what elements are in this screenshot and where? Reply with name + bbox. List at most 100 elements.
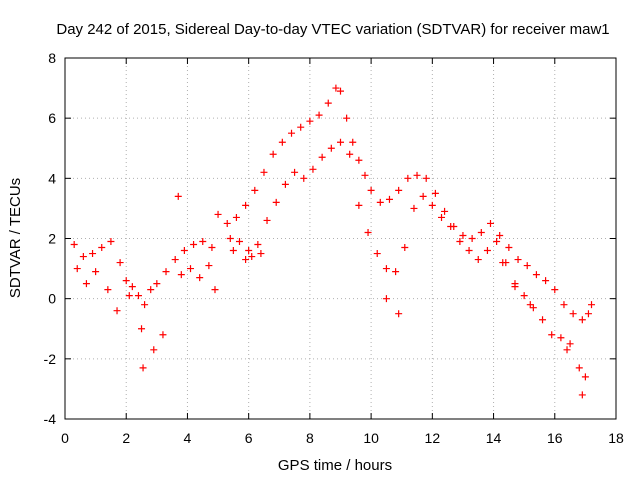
data-point (104, 286, 112, 294)
data-point (361, 171, 369, 179)
data-point (281, 180, 289, 188)
data-point (92, 268, 100, 276)
data-point (428, 201, 436, 209)
data-point (257, 250, 265, 258)
data-point (327, 144, 335, 152)
data-point (134, 292, 142, 300)
data-point (459, 231, 467, 239)
x-tick-label: 0 (61, 430, 69, 446)
data-point (332, 84, 340, 92)
data-point (392, 268, 400, 276)
data-point (496, 231, 504, 239)
data-point (373, 250, 381, 258)
y-tick-label: 4 (48, 170, 56, 186)
data-point (278, 138, 286, 146)
data-point (355, 201, 363, 209)
data-point (486, 219, 494, 227)
data-point (349, 138, 357, 146)
x-tick-label: 10 (363, 430, 379, 446)
y-tick-label: -2 (44, 351, 57, 367)
data-point (493, 238, 501, 246)
data-point (410, 204, 418, 212)
data-point (520, 292, 528, 300)
y-tick-label: 6 (48, 110, 56, 126)
x-tick-label: 6 (245, 430, 253, 446)
x-tick-label: 18 (608, 430, 624, 446)
data-point (511, 283, 519, 291)
data-point (569, 310, 577, 318)
data-point (98, 244, 106, 252)
data-point (138, 325, 146, 333)
data-point (447, 222, 455, 230)
data-point (324, 99, 332, 107)
data-point (529, 304, 537, 312)
data-point (122, 277, 130, 285)
data-point (474, 256, 482, 264)
data-point (566, 340, 574, 348)
data-point (199, 238, 207, 246)
data-point (171, 256, 179, 264)
data-point (385, 195, 393, 203)
data-point (116, 259, 124, 267)
data-point (291, 168, 299, 176)
data-point (89, 250, 97, 258)
data-point (483, 247, 491, 255)
data-point (260, 168, 268, 176)
data-point (180, 247, 188, 255)
data-point (548, 331, 556, 339)
series-track-b (226, 138, 592, 372)
data-point (343, 114, 351, 122)
axis-ticks (64, 57, 617, 420)
data-point (79, 253, 87, 261)
x-tick-label: 2 (122, 430, 130, 446)
data-point (70, 241, 78, 249)
data-point (288, 129, 296, 137)
data-point (441, 207, 449, 215)
data-point (578, 391, 586, 399)
data-point (563, 346, 571, 354)
y-tick-label: 2 (48, 231, 56, 247)
data-points (70, 84, 596, 399)
x-tick-label: 14 (486, 430, 502, 446)
data-point (514, 256, 522, 264)
data-point (107, 238, 115, 246)
data-point (404, 174, 412, 182)
data-point (300, 174, 308, 182)
data-point (468, 235, 476, 242)
data-point (422, 174, 430, 182)
data-point (235, 238, 243, 246)
data-point (438, 213, 446, 221)
y-tick-labels: -4 -2 0 2 4 6 8 (44, 50, 57, 427)
data-point (223, 219, 231, 227)
x-tick-label: 16 (547, 430, 563, 446)
data-point (113, 307, 121, 315)
data-point (395, 310, 403, 318)
data-point (205, 262, 213, 270)
y-tick-label: 8 (48, 50, 56, 66)
data-point (337, 87, 344, 95)
data-point (309, 165, 317, 173)
data-point (254, 241, 262, 249)
data-point (232, 213, 240, 221)
data-point (251, 186, 259, 194)
data-point (575, 364, 583, 372)
grid-lines (65, 58, 616, 419)
data-point (150, 346, 158, 354)
data-point (141, 301, 149, 309)
data-point (162, 268, 170, 276)
data-point (208, 244, 216, 252)
data-point (456, 238, 464, 246)
data-point (526, 301, 534, 309)
data-point (153, 280, 161, 288)
y-axis-label: SDTVAR / TECUs (7, 178, 24, 298)
data-point (315, 111, 323, 119)
data-point (588, 301, 596, 309)
data-point (477, 228, 485, 236)
data-point (346, 150, 354, 158)
data-point (297, 123, 305, 131)
data-point (376, 198, 384, 206)
data-point (551, 286, 559, 294)
data-point (499, 259, 507, 267)
data-point (269, 150, 277, 158)
